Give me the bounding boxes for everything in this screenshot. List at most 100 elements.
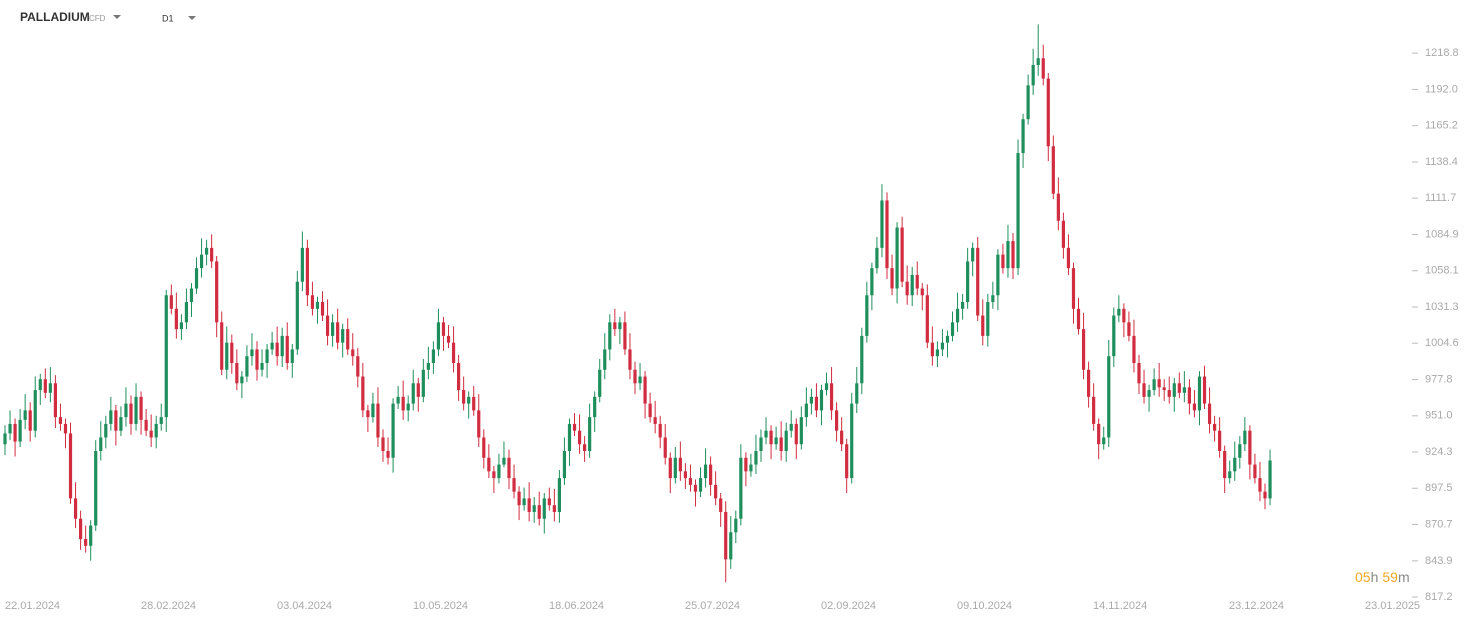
candle-body bbox=[1243, 430, 1247, 445]
candle-body bbox=[789, 423, 793, 431]
candle-body bbox=[8, 423, 12, 434]
candle-body bbox=[205, 247, 209, 255]
candle-body bbox=[441, 322, 446, 336]
y-tick-label: 977.8 bbox=[1425, 373, 1453, 385]
y-tick-label: 1084.9 bbox=[1425, 228, 1459, 240]
candle-body bbox=[567, 423, 572, 452]
candle-body bbox=[734, 518, 738, 533]
candle-body bbox=[154, 423, 158, 438]
candle-body bbox=[366, 410, 370, 418]
candle-body bbox=[774, 437, 778, 445]
candle-body bbox=[507, 457, 511, 479]
y-tick-label: 951.0 bbox=[1425, 410, 1453, 422]
y-tick-label: 1192.0 bbox=[1425, 83, 1458, 95]
countdown-hours-unit: h bbox=[1371, 569, 1379, 585]
candle-body bbox=[653, 417, 657, 424]
candle-body bbox=[1213, 423, 1217, 431]
candle-body bbox=[1233, 457, 1237, 472]
candle-body bbox=[210, 247, 214, 262]
x-tick-label: 23.01.2025 bbox=[1365, 600, 1420, 612]
candle-body bbox=[577, 430, 582, 445]
candle-body bbox=[416, 383, 420, 397]
candle-body bbox=[925, 295, 929, 343]
candle-body bbox=[164, 295, 168, 418]
candle-body bbox=[865, 295, 869, 336]
candle-body bbox=[850, 403, 854, 479]
timeframe-dropdown[interactable] bbox=[188, 16, 196, 20]
timeframe[interactable]: D1 bbox=[162, 13, 174, 23]
candle-body bbox=[371, 403, 375, 418]
candle-body bbox=[381, 437, 385, 452]
candle-body bbox=[950, 322, 955, 336]
candle-body bbox=[643, 376, 647, 404]
candle-body bbox=[79, 518, 83, 540]
candle-body bbox=[759, 437, 763, 452]
candle-body bbox=[73, 498, 78, 519]
candle-body bbox=[562, 451, 567, 479]
candle-body bbox=[1137, 362, 1141, 384]
candle-body bbox=[104, 423, 108, 438]
candle-body bbox=[542, 498, 546, 519]
candle-body bbox=[225, 342, 229, 370]
candle-body bbox=[724, 511, 728, 560]
candle-body bbox=[3, 433, 7, 445]
candle-body bbox=[633, 369, 637, 384]
y-tick-label: 1218.8 bbox=[1425, 47, 1459, 59]
candle-body bbox=[43, 379, 47, 393]
candle-body bbox=[139, 396, 143, 420]
candle-body bbox=[63, 423, 68, 434]
candle-body bbox=[134, 396, 138, 424]
candle-body bbox=[557, 478, 561, 512]
candle-body bbox=[986, 302, 990, 336]
candle-body bbox=[114, 410, 118, 431]
candle-body bbox=[1268, 460, 1272, 499]
candle-body bbox=[583, 444, 587, 452]
candle-body bbox=[497, 464, 501, 479]
candle-body bbox=[1263, 491, 1267, 499]
candle-body bbox=[265, 349, 269, 363]
candle-body bbox=[698, 478, 703, 492]
candle-body bbox=[361, 376, 365, 411]
candle-body bbox=[935, 349, 939, 357]
countdown-hours: 05 bbox=[1355, 569, 1371, 585]
candle-body bbox=[784, 430, 788, 452]
candle-body bbox=[18, 419, 22, 442]
candle-body bbox=[477, 410, 481, 438]
instrument-name[interactable]: PALLADIUM bbox=[20, 10, 90, 24]
candle-body bbox=[1006, 241, 1010, 269]
candle-body bbox=[703, 464, 708, 479]
candle-body bbox=[845, 444, 849, 479]
candle-body bbox=[391, 403, 395, 458]
candle-body bbox=[451, 342, 456, 363]
candle-body bbox=[875, 247, 879, 269]
candle-body bbox=[260, 362, 264, 370]
y-tick-label: 817.2 bbox=[1425, 591, 1453, 603]
candle-body bbox=[179, 322, 183, 330]
candle-body bbox=[895, 227, 899, 289]
candle-body bbox=[436, 322, 441, 350]
y-tick-label: 924.3 bbox=[1425, 446, 1453, 458]
candle-body bbox=[169, 295, 173, 309]
candle-body bbox=[966, 261, 970, 303]
candle-body bbox=[693, 484, 698, 492]
candle-body bbox=[900, 227, 904, 282]
candle-body bbox=[744, 457, 748, 472]
candle-body bbox=[819, 390, 824, 411]
candle-body bbox=[779, 437, 783, 452]
candle-body bbox=[572, 423, 577, 431]
candle-body bbox=[199, 254, 204, 269]
candle-body bbox=[835, 410, 839, 431]
candle-body bbox=[814, 396, 819, 411]
x-tick-label: 14.11.2024 bbox=[1093, 600, 1147, 612]
candle-body bbox=[1238, 444, 1242, 458]
candle-body bbox=[230, 342, 234, 363]
candle-body bbox=[1071, 268, 1076, 309]
candle-body bbox=[673, 457, 677, 479]
candle-body bbox=[1147, 390, 1151, 397]
x-tick-label: 10.05.2024 bbox=[413, 600, 468, 612]
candle-body bbox=[764, 430, 768, 438]
instrument-dropdown[interactable] bbox=[113, 15, 121, 19]
candle-body bbox=[1157, 379, 1161, 388]
instrument-type[interactable]: CFD bbox=[89, 14, 106, 23]
